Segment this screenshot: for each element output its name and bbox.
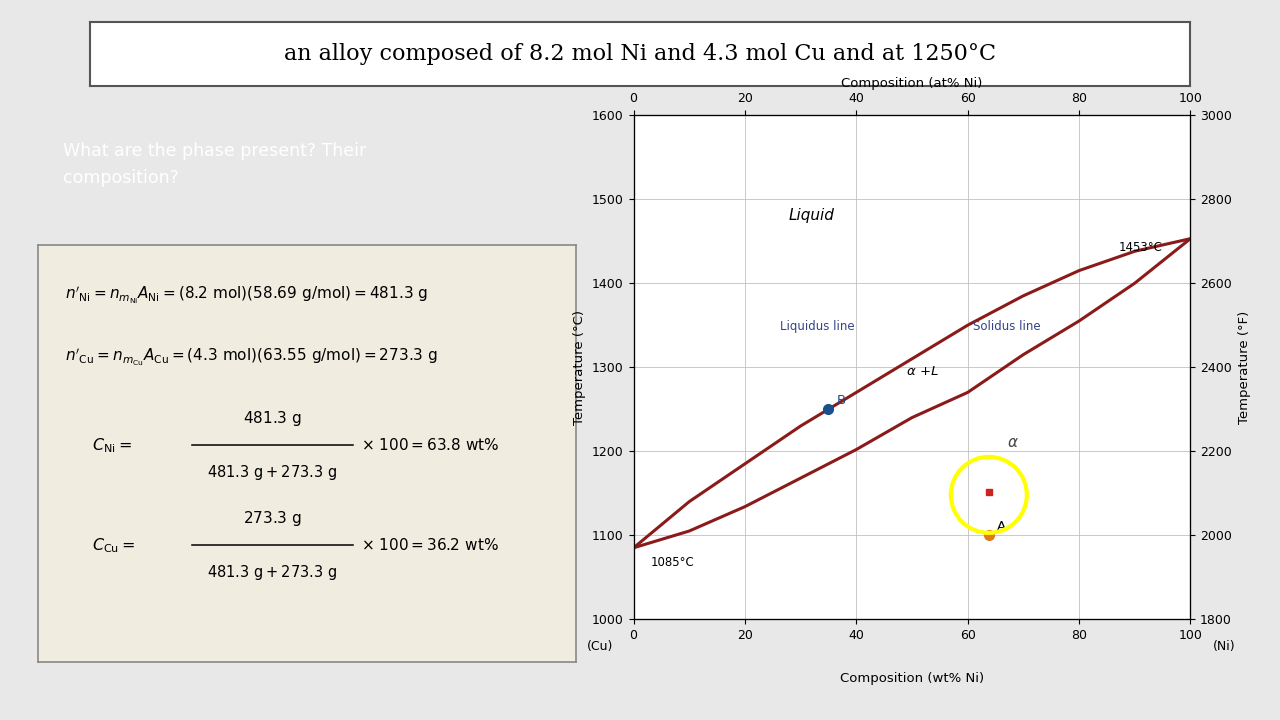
Text: Liquidus line: Liquidus line [780,320,855,333]
Text: Solidus line: Solidus line [973,320,1041,333]
Y-axis label: Temperature (°C): Temperature (°C) [573,310,586,425]
Text: $273.3\ \mathrm{g}$: $273.3\ \mathrm{g}$ [243,509,302,528]
Text: an alloy composed of 8.2 mol Ni and 4.3 mol Cu and at 1250°C: an alloy composed of 8.2 mol Ni and 4.3 … [284,43,996,65]
Text: $C_{\mathrm{Cu}} = $: $C_{\mathrm{Cu}} = $ [92,536,136,555]
Text: α: α [1007,436,1018,450]
Text: α +L: α +L [908,365,940,378]
Text: A: A [997,520,1006,533]
Text: $\times\ 100 = 36.2\ \mathrm{wt\%}$: $\times\ 100 = 36.2\ \mathrm{wt\%}$ [361,537,499,554]
Text: (Cu): (Cu) [588,640,613,654]
X-axis label: Composition (at% Ni): Composition (at% Ni) [841,77,983,90]
Text: $481.3\ \mathrm{g} + 273.3\ \mathrm{g}$: $481.3\ \mathrm{g} + 273.3\ \mathrm{g}$ [207,463,338,482]
Y-axis label: Temperature (°F): Temperature (°F) [1238,310,1251,424]
X-axis label: Composition (wt% Ni): Composition (wt% Ni) [840,672,984,685]
Text: $n'_{\mathrm{Cu}} = n_{m_{\mathrm{Cu}}} A_{\mathrm{Cu}} = (4.3\ \mathrm{mol})(63: $n'_{\mathrm{Cu}} = n_{m_{\mathrm{Cu}}} … [65,347,438,368]
Text: $n'_{\mathrm{Ni}} = n_{m_{\mathrm{Ni}}} A_{\mathrm{Ni}} = (8.2\ \mathrm{mol})(58: $n'_{\mathrm{Ni}} = n_{m_{\mathrm{Ni}}} … [65,284,429,305]
Text: Liquid: Liquid [788,209,835,223]
Text: $481.3\ \mathrm{g} + 273.3\ \mathrm{g}$: $481.3\ \mathrm{g} + 273.3\ \mathrm{g}$ [207,563,338,582]
Text: What are the phase present? Their
composition?: What are the phase present? Their compos… [63,143,366,186]
Text: (Ni): (Ni) [1212,640,1235,654]
Text: $481.3\ \mathrm{g}$: $481.3\ \mathrm{g}$ [243,409,302,428]
Text: $\times\ 100 = 63.8\ \mathrm{wt\%}$: $\times\ 100 = 63.8\ \mathrm{wt\%}$ [361,437,499,454]
Text: B: B [837,394,846,407]
Text: 1085°C: 1085°C [650,556,694,569]
Text: $C_{\mathrm{Ni}} = $: $C_{\mathrm{Ni}} = $ [92,436,132,454]
Text: 1453°C: 1453°C [1119,240,1162,253]
